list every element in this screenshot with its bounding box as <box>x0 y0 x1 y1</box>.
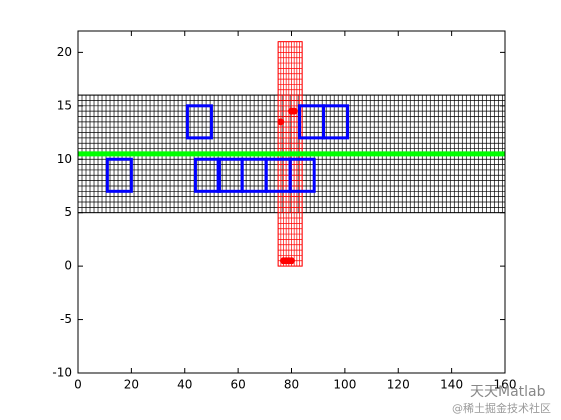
y-tick-label: -5 <box>60 312 72 326</box>
x-tick-label: 120 <box>387 378 410 392</box>
square <box>105 157 133 193</box>
y-tick-label: 10 <box>57 152 72 166</box>
x-tick-label: 40 <box>177 378 192 392</box>
x-tick-label: 160 <box>494 378 517 392</box>
square <box>288 157 316 193</box>
y-tick-label: -10 <box>52 366 72 380</box>
point <box>288 257 295 265</box>
y-tick-label: 5 <box>64 205 72 219</box>
x-tick-label: 60 <box>230 378 245 392</box>
watermark-title: 天天Matlab <box>470 384 546 400</box>
y-tick-label: 20 <box>57 45 72 59</box>
square <box>185 104 213 140</box>
y-tick-label: 0 <box>64 259 72 273</box>
point <box>290 107 298 115</box>
x-tick-label: 140 <box>440 378 463 392</box>
x-tick-label: 0 <box>74 378 82 392</box>
square <box>322 104 350 140</box>
x-tick-label: 100 <box>333 378 356 392</box>
x-tick-label: 20 <box>124 378 139 392</box>
watermark-source: @稀土掘金技术社区 <box>452 401 551 415</box>
y-tick-label: 15 <box>57 98 72 112</box>
x-tick-label: 80 <box>284 378 299 392</box>
point <box>277 118 285 126</box>
plot-area: 0 20 40 60 80 100 120 140 160 -10 -5 0 5 10 15 20 <box>52 30 517 392</box>
